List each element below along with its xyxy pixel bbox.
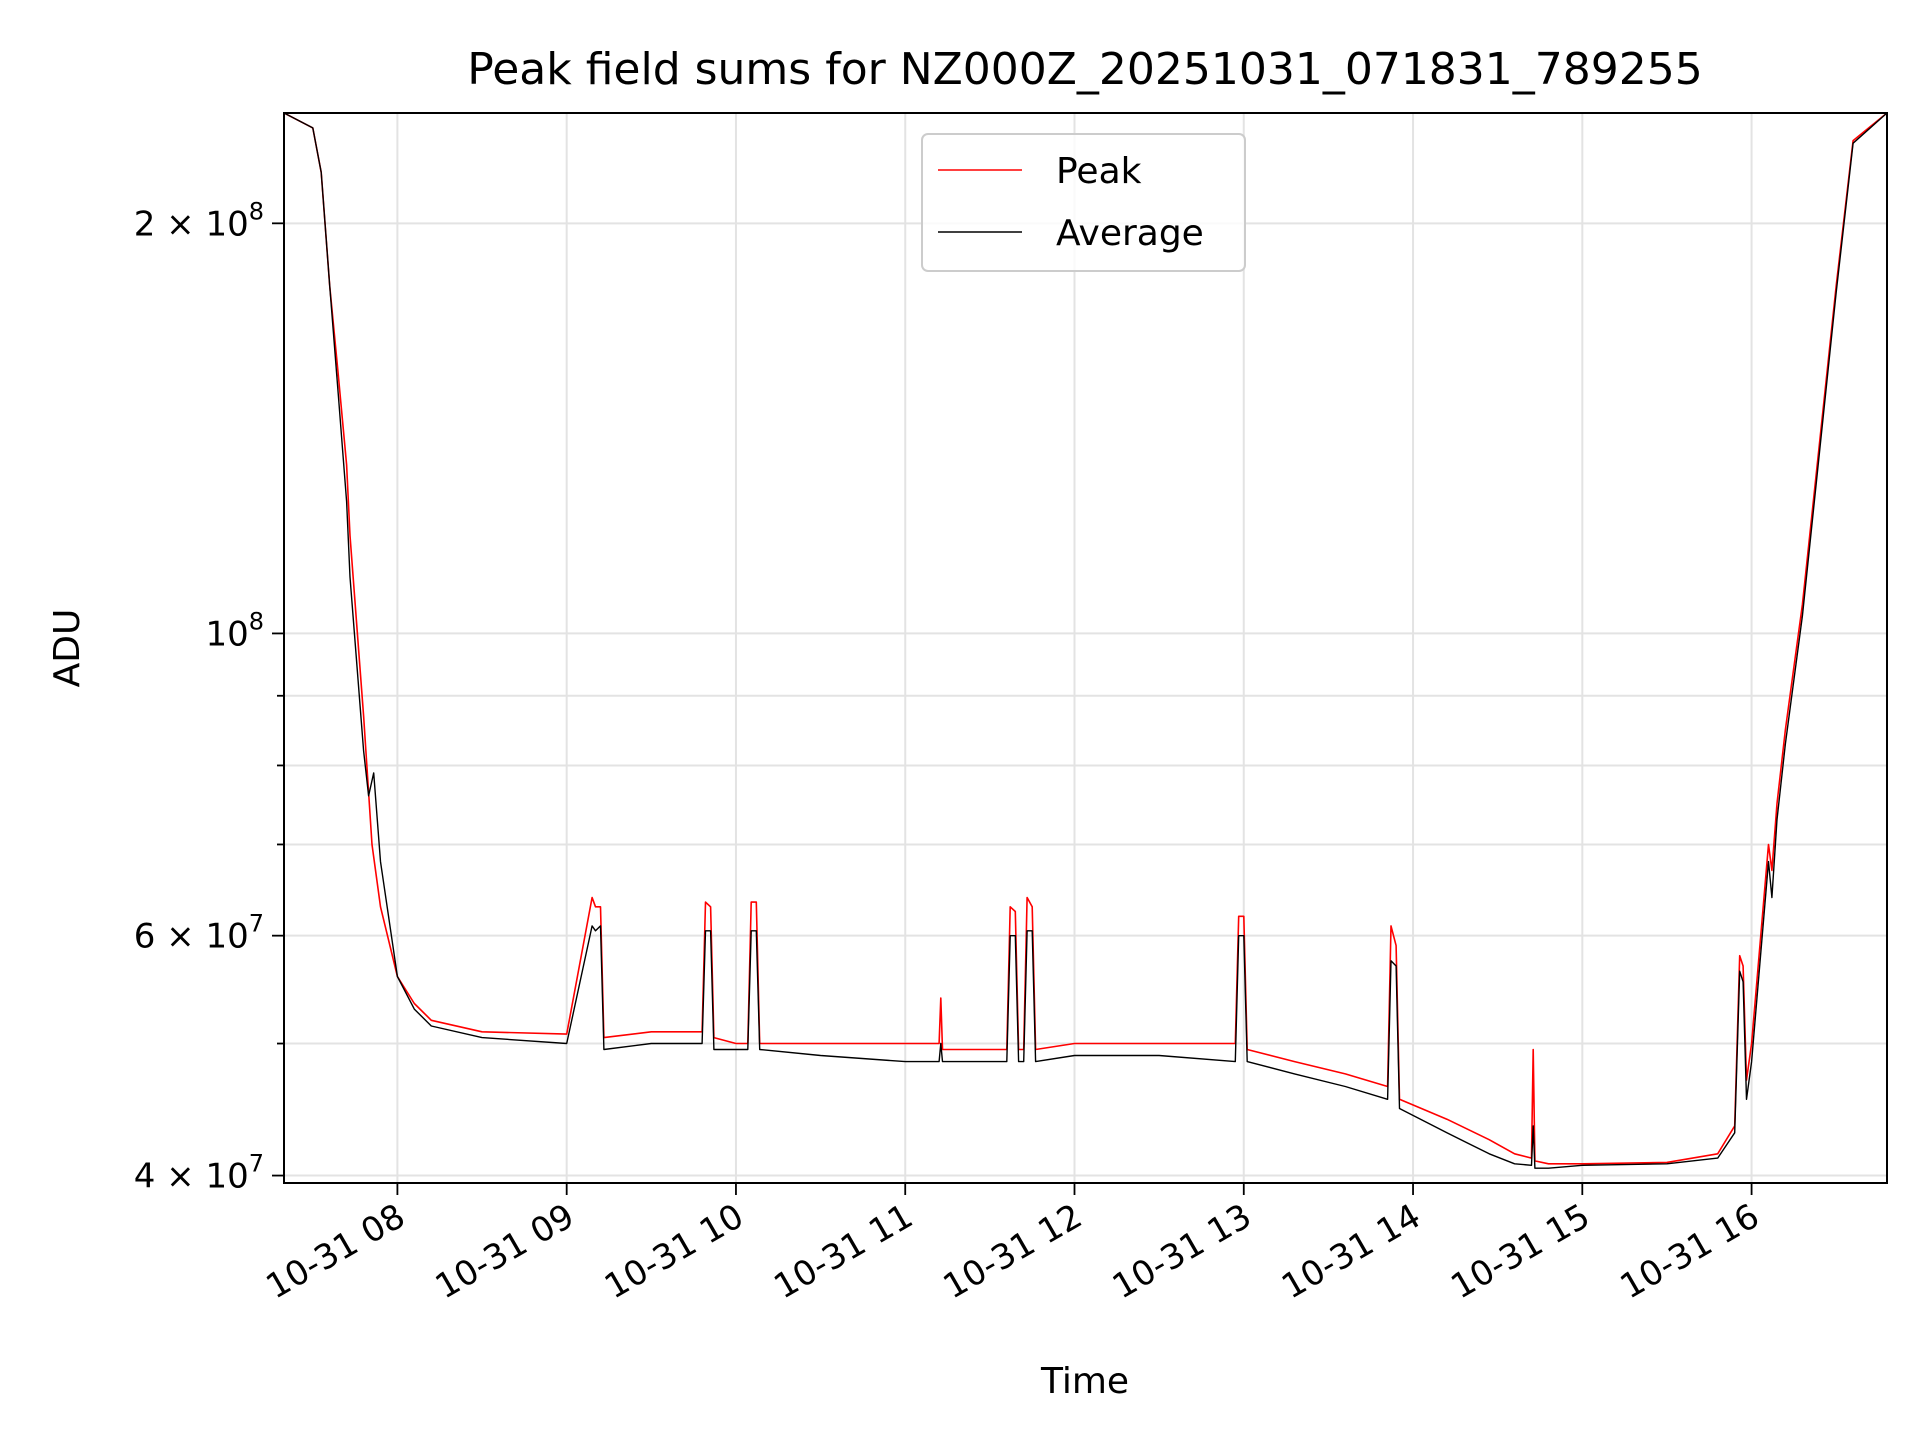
legend-box <box>921 133 1246 272</box>
legend-label-average: Average <box>1056 213 1204 254</box>
y-tick-label-exponent: 7 <box>249 1150 264 1178</box>
legend-label-peak: Peak <box>1056 151 1142 192</box>
plot-frame <box>283 112 1888 1184</box>
series-line-peak <box>284 113 1887 1165</box>
y-tick-label-base: 10 <box>205 614 248 654</box>
legend: Peak Average <box>921 133 1246 272</box>
y-tick-label: 108 <box>205 607 264 654</box>
series-line-average <box>284 113 1887 1169</box>
y-tick-label-exponent: 7 <box>249 910 264 938</box>
y-tick-label-base: 6 × 10 <box>134 917 249 957</box>
y-tick-label: 6 × 107 <box>134 910 264 957</box>
y-tick-label: 2 × 108 <box>134 197 264 244</box>
y-axis-label: ADU <box>47 609 88 688</box>
series-layer <box>284 113 1887 1169</box>
chart-title: Peak field sums for NZ000Z_20251031_0718… <box>467 44 1703 95</box>
y-tick-label-base: 2 × 10 <box>134 204 249 244</box>
x-axis-label: Time <box>1040 1361 1129 1402</box>
y-tick-label-exponent: 8 <box>249 607 264 635</box>
y-tick-label: 4 × 107 <box>134 1150 264 1197</box>
y-tick-label-base: 4 × 10 <box>134 1157 249 1197</box>
y-tick-label-exponent: 8 <box>249 197 264 225</box>
